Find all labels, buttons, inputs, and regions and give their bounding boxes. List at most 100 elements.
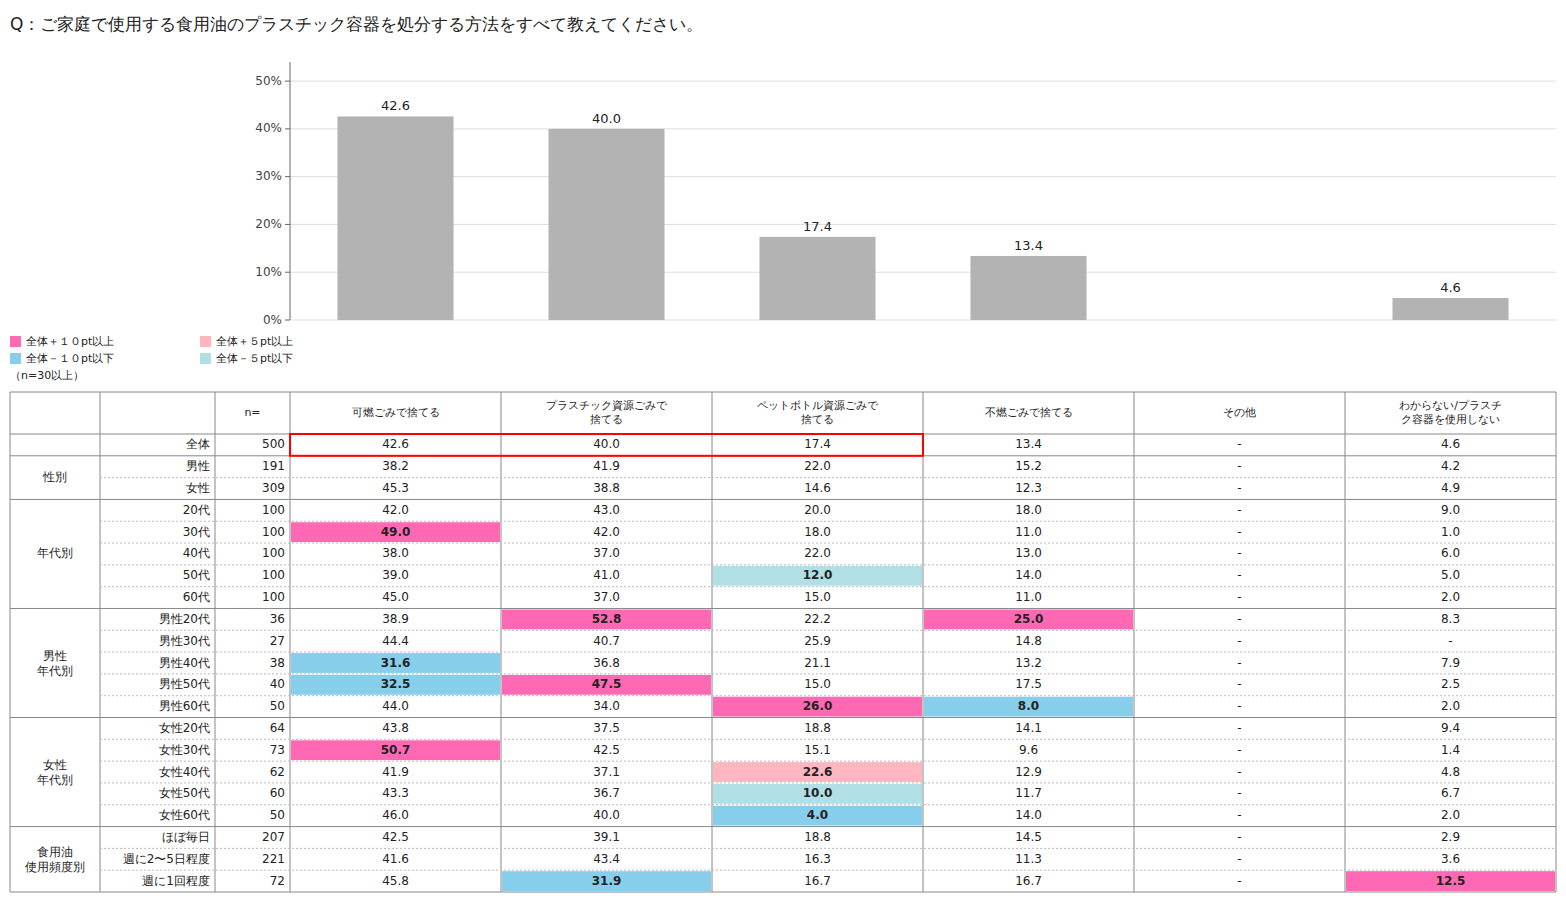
table-cell — [291, 609, 500, 629]
cell-label: 2.9 — [1441, 830, 1460, 844]
cell-label: 4.0 — [807, 808, 828, 822]
cell-label: - — [1237, 503, 1241, 517]
row-label: 男性 — [186, 459, 210, 473]
table-cell — [1135, 740, 1344, 760]
table-cell — [924, 522, 1133, 542]
grid-line — [290, 272, 1556, 273]
table-cell — [291, 479, 500, 499]
cell-label: 41.9 — [593, 459, 620, 473]
group-label: 年代別 — [37, 546, 73, 560]
cell-label: 39.1 — [593, 830, 620, 844]
table-cell — [502, 697, 711, 717]
cell-label: - — [1237, 481, 1241, 495]
table-vline — [1556, 392, 1557, 892]
table-cell — [1135, 566, 1344, 586]
row-n: 100 — [262, 568, 285, 582]
cell-label: 12.9 — [1015, 765, 1042, 779]
table-row-separator — [100, 564, 1556, 565]
cell-label: 4.2 — [1441, 459, 1460, 473]
table-cell — [713, 762, 922, 782]
row-n: 100 — [262, 546, 285, 560]
row-n: 72 — [270, 874, 285, 888]
table-cell — [924, 457, 1133, 477]
row-label: 週に1回程度 — [142, 874, 210, 888]
table-cell — [291, 457, 500, 477]
cell-label: 52.8 — [592, 612, 622, 626]
table-vline — [215, 392, 216, 892]
row-label: 男性20代 — [159, 612, 210, 626]
column-header: プラスチック資源ごみで捨てる — [546, 399, 668, 426]
cell-label: 22.2 — [804, 612, 831, 626]
table-cell — [924, 762, 1133, 782]
table-row-separator — [100, 586, 1556, 587]
cell-label: 2.0 — [1441, 590, 1460, 604]
cell-label: 13.0 — [1015, 546, 1042, 560]
table-cell — [502, 457, 711, 477]
cell-label: 36.8 — [593, 656, 620, 670]
row-n: 38 — [270, 656, 285, 670]
column-header: ペットボトル資源ごみで捨てる — [757, 399, 879, 426]
cell-label: 16.7 — [804, 874, 831, 888]
cell-label: 46.0 — [382, 808, 409, 822]
table-cell — [1346, 740, 1555, 760]
cell-label: 9.0 — [1441, 503, 1460, 517]
y-tick — [285, 81, 290, 82]
legend-label: 全体－５pt以下 — [216, 352, 293, 365]
row-label: 30代 — [183, 525, 210, 539]
table-cell — [713, 566, 922, 586]
cell-label: 25.0 — [1014, 612, 1044, 626]
table-cell — [713, 544, 922, 564]
cell-label: 32.5 — [381, 677, 411, 691]
table-cell — [1135, 806, 1344, 826]
cell-label: 37.0 — [593, 546, 620, 560]
table-cell — [502, 719, 711, 739]
cell-label: 42.5 — [382, 830, 409, 844]
table-cell — [291, 871, 500, 891]
table-cell — [1346, 609, 1555, 629]
cell-label: 16.3 — [804, 852, 831, 866]
table-cell — [291, 675, 500, 695]
row-label: 女性20代 — [159, 721, 210, 735]
cell-label: 44.4 — [382, 634, 409, 648]
row-n: 100 — [262, 525, 285, 539]
row-label: 20代 — [183, 503, 210, 517]
cell-label: 6.0 — [1441, 546, 1460, 560]
group-label: 男性年代別 — [37, 648, 73, 677]
table-cell — [924, 806, 1133, 826]
cell-label: 38.2 — [382, 459, 409, 473]
column-header: その他 — [1223, 406, 1256, 419]
table-cell — [1346, 806, 1555, 826]
cell-label: 21.1 — [804, 656, 831, 670]
bar — [337, 116, 453, 320]
table-row-separator — [100, 761, 1556, 762]
row-n: 50 — [270, 808, 285, 822]
cell-label: - — [1237, 459, 1241, 473]
table-cell — [502, 849, 711, 869]
cell-label: 3.6 — [1441, 852, 1460, 866]
row-label: 男性30代 — [159, 634, 210, 648]
table-cell — [1135, 653, 1344, 673]
cell-label: 41.0 — [593, 568, 620, 582]
table-cell — [291, 806, 500, 826]
table-cell — [502, 762, 711, 782]
y-tick — [285, 128, 290, 129]
column-header: n= — [244, 406, 260, 419]
table-cell — [1135, 435, 1344, 455]
table-row-separator — [100, 695, 1556, 696]
table-cell — [291, 653, 500, 673]
table-cell — [924, 609, 1133, 629]
cell-label: 10.0 — [803, 786, 833, 800]
row-n: 40 — [270, 677, 285, 691]
table-cell — [924, 828, 1133, 848]
table-cell — [924, 435, 1133, 455]
table-hline — [10, 499, 1556, 500]
y-tick-label: 30% — [255, 169, 282, 183]
table-cell — [924, 849, 1133, 869]
cell-label: 13.2 — [1015, 656, 1042, 670]
table-cell — [1135, 784, 1344, 804]
table-cell — [291, 719, 500, 739]
cell-label: 37.5 — [593, 721, 620, 735]
y-tick-label: 40% — [255, 121, 282, 135]
table-cell — [713, 697, 922, 717]
table-vline — [1134, 392, 1135, 892]
